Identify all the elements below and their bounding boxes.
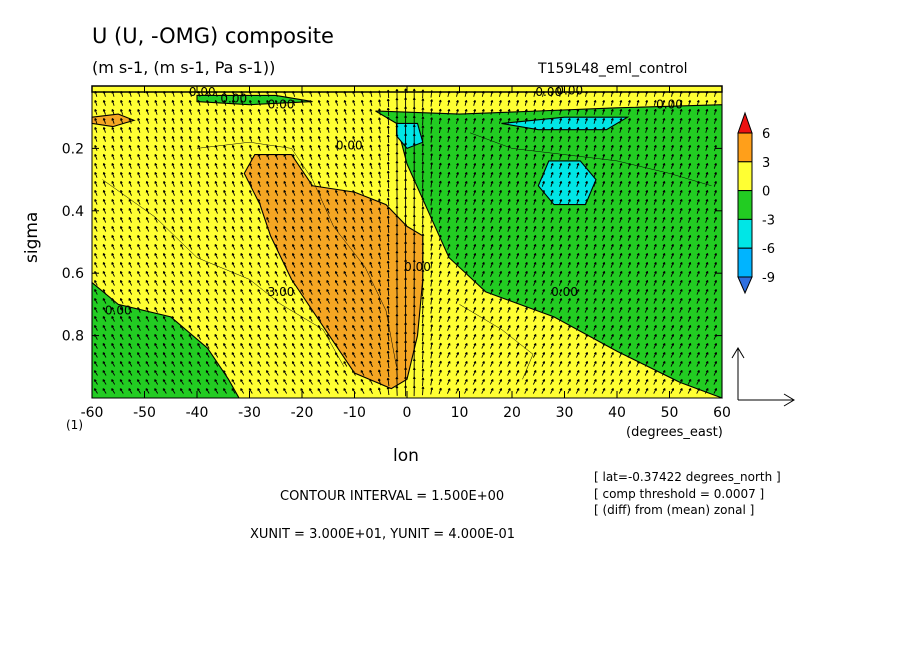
- colorbar-bottom-triangle: [737, 276, 753, 295]
- page-number: (1): [66, 418, 83, 432]
- colorbar-label-1: 3: [762, 156, 770, 171]
- thin-contour-2: [469, 132, 712, 187]
- colorbar-label-4: -6: [762, 242, 775, 257]
- vector-field: [94, 88, 718, 397]
- y-tick-label-2: 0.6: [62, 266, 84, 282]
- contour-label-5: 0.00: [656, 98, 683, 112]
- colorbar-segment-1: [737, 161, 753, 192]
- thin-contour-0: [196, 141, 397, 367]
- vector-unit-info: XUNIT = 3.000E+01, YUNIT = 4.000E-01: [250, 527, 515, 542]
- contour-label-7: 3.00: [268, 285, 295, 299]
- thin-contour-3: [459, 304, 534, 380]
- contour-label-10: 0.00: [404, 260, 431, 274]
- contour-label-9: 0.00: [551, 285, 578, 299]
- contour-label-8: 0.00: [105, 304, 132, 318]
- contour-label-2: 0.00: [268, 98, 295, 112]
- y-tick-label-1: 0.4: [62, 204, 84, 220]
- x-tick-label-3: -30: [238, 405, 261, 421]
- chart-title: U (U, -OMG) composite: [92, 24, 334, 48]
- x-tick-label-0: -60: [81, 405, 104, 421]
- info-threshold: [ comp threshold = 0.0007 ]: [594, 487, 765, 501]
- x-axis-unit: (degrees_east): [626, 425, 723, 440]
- colorbar-label-5: -9: [762, 271, 775, 286]
- thin-contour-1: [102, 179, 345, 367]
- run-name: T159L48_eml_control: [538, 61, 688, 77]
- x-tick-label-12: 60: [713, 405, 731, 421]
- y-tick-label-0: 0.2: [62, 141, 84, 157]
- x-tick-label-1: -50: [133, 405, 156, 421]
- x-tick-label-5: -10: [343, 405, 366, 421]
- info-diff: [ (diff) from (mean) zonal ]: [594, 503, 755, 517]
- x-tick-label-6: 0: [403, 405, 412, 421]
- contour-label-3: 0.00: [535, 85, 562, 99]
- colorbar-label-3: -3: [762, 213, 775, 228]
- x-tick-label-7: 10: [451, 405, 469, 421]
- contour-interval: CONTOUR INTERVAL = 1.500E+00: [280, 489, 505, 504]
- x-tick-label-2: -40: [186, 405, 209, 421]
- contour-label-0: 0.00: [189, 85, 216, 99]
- x-tick-label-9: 30: [556, 405, 574, 421]
- x-tick-label-8: 20: [503, 405, 521, 421]
- x-tick-label-4: -20: [291, 405, 314, 421]
- filled-region-0: [243, 154, 424, 390]
- reference-vector-vertical: [731, 347, 745, 400]
- colorbar-top-triangle: [737, 111, 753, 134]
- y-tick-label-3: 0.8: [62, 329, 84, 345]
- colorbar-segment-4: [737, 247, 753, 278]
- chart-units: (m s-1, (m s-1, Pa s-1)): [92, 58, 276, 77]
- colorbar-segment-3: [737, 218, 753, 249]
- x-axis-label: lon: [393, 446, 419, 466]
- contour-label-1: 0.00: [220, 91, 247, 105]
- info-lat: [ lat=-0.37422 degrees_north ]: [594, 470, 781, 484]
- contour-label-6: 0.00: [336, 138, 363, 152]
- colorbar-label-2: 0: [762, 185, 770, 200]
- contour-label-4: 0.00: [556, 84, 583, 98]
- x-tick-label-11: 50: [661, 405, 679, 421]
- colorbar-segment-2: [737, 190, 753, 220]
- colorbar-label-0: 6: [762, 127, 770, 142]
- reference-vector-horizontal: [738, 393, 795, 407]
- x-tick-label-10: 40: [608, 405, 626, 421]
- colorbar-segment-0: [737, 132, 753, 163]
